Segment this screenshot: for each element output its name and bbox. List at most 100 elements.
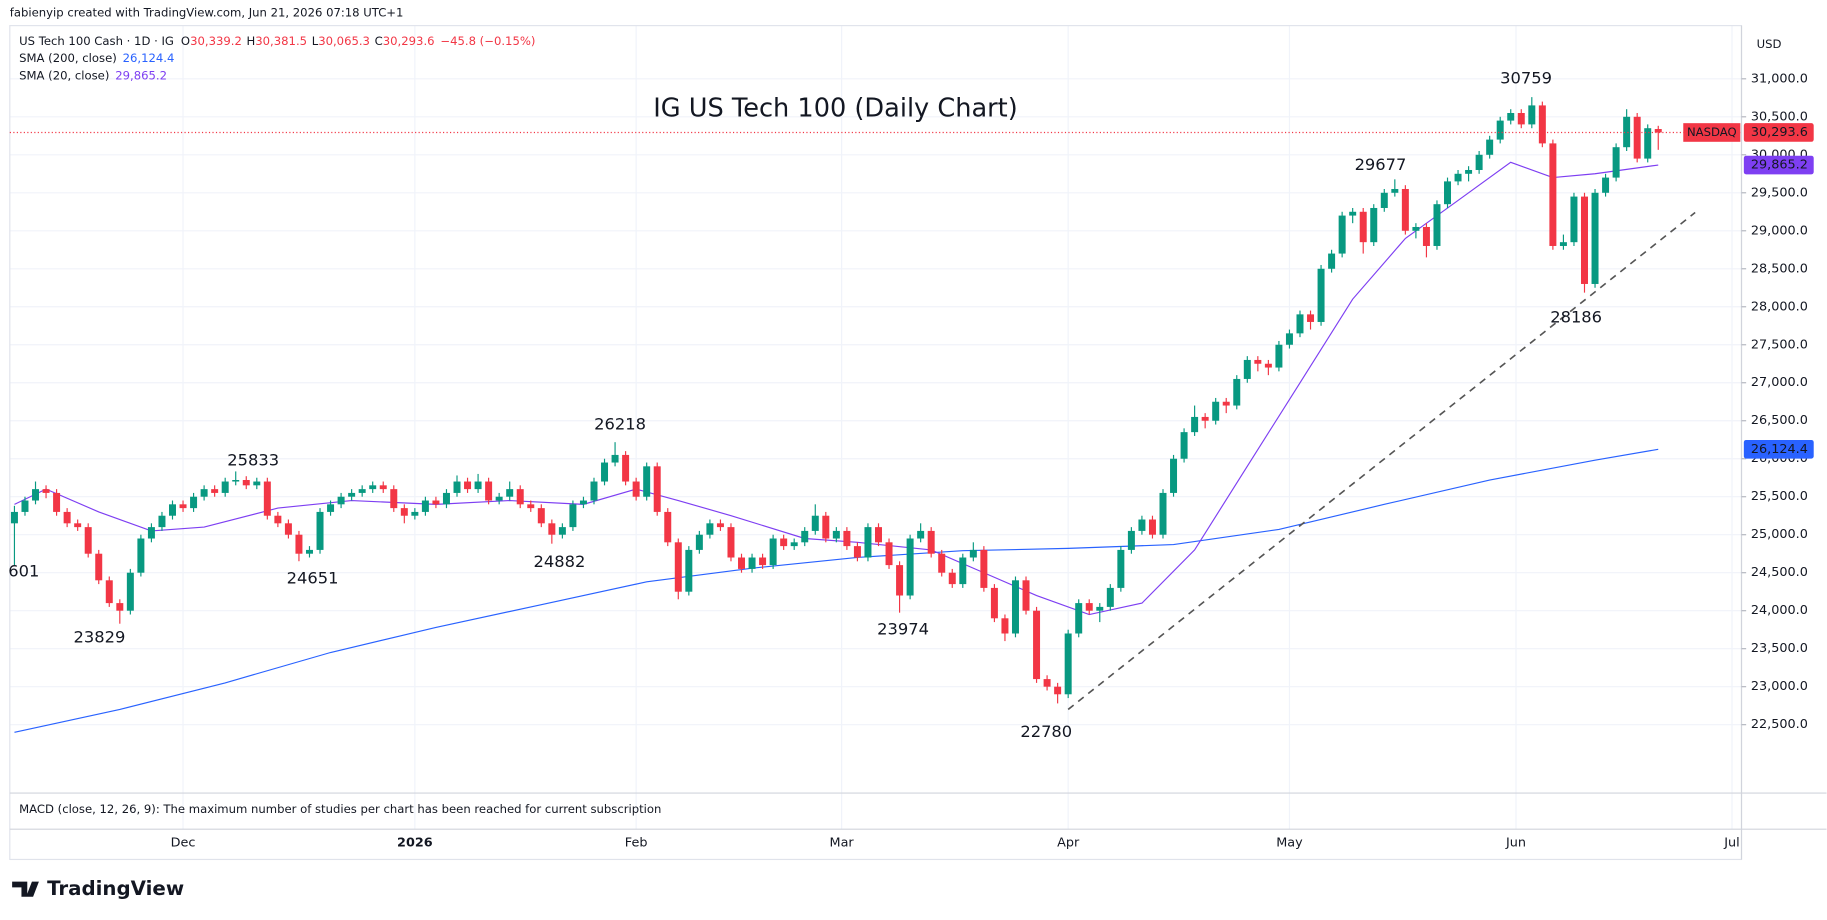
annotation: 29677 bbox=[1355, 155, 1407, 174]
y-tick-label: 28,000.0 bbox=[1751, 299, 1808, 314]
annotation: 24651 bbox=[287, 568, 339, 587]
x-tick-label: May bbox=[1276, 836, 1303, 851]
candle-body bbox=[1538, 105, 1546, 144]
ohlc-key: C bbox=[375, 33, 383, 47]
candle-body bbox=[1127, 530, 1135, 550]
price-badge-label: 29,865.2 bbox=[1751, 158, 1808, 173]
candle-body bbox=[126, 572, 134, 611]
candle-body bbox=[232, 480, 240, 482]
candle-body bbox=[1517, 113, 1525, 125]
candle-body bbox=[1581, 196, 1588, 284]
sma-name: SMA (200, close) bbox=[19, 51, 117, 65]
candle-body bbox=[917, 530, 925, 539]
annotation: 25833 bbox=[227, 451, 279, 470]
x-tick-label: Jun bbox=[1505, 836, 1526, 851]
candle-body bbox=[348, 492, 356, 497]
y-tick-label: 27,000.0 bbox=[1751, 375, 1808, 390]
candle-body bbox=[474, 481, 482, 490]
candle-body bbox=[548, 523, 556, 535]
candle-body bbox=[1412, 226, 1420, 231]
y-tick-label: 29,500.0 bbox=[1751, 185, 1808, 200]
candle-body bbox=[632, 481, 640, 497]
y-tick-label: 22,500.0 bbox=[1751, 717, 1808, 732]
y-tick-label: 25,000.0 bbox=[1751, 527, 1808, 542]
candle-body bbox=[1349, 211, 1357, 216]
candle-body bbox=[1391, 188, 1399, 193]
candle-body bbox=[464, 481, 472, 490]
price-badge bbox=[1743, 123, 1814, 142]
candle-body bbox=[379, 485, 387, 490]
candle-body bbox=[653, 466, 661, 512]
candle-body bbox=[295, 534, 303, 554]
candle-body bbox=[200, 489, 208, 497]
sma-value: 26,124.4 bbox=[123, 51, 175, 65]
candle-body bbox=[1528, 105, 1536, 125]
x-tick-label: Jul bbox=[1723, 836, 1739, 851]
x-tick-label: Apr bbox=[1057, 836, 1080, 851]
candle-body bbox=[1117, 549, 1125, 588]
plot: 22,500.0 23,000.0 23,500.0 24,000.0 24,500.0… bbox=[8, 69, 1814, 851]
candle-body bbox=[759, 557, 767, 566]
candle-body bbox=[84, 527, 92, 554]
candle-body bbox=[453, 481, 461, 493]
candle-body bbox=[21, 500, 29, 512]
candle-body bbox=[1275, 344, 1283, 368]
candle-body bbox=[674, 542, 682, 592]
candle-body bbox=[169, 504, 176, 516]
candle-body bbox=[1465, 169, 1473, 174]
change: −45.8 (−0.15%) bbox=[440, 33, 535, 47]
candle-body bbox=[790, 542, 798, 547]
candle-body bbox=[263, 481, 271, 516]
candle-body bbox=[274, 515, 282, 524]
candle-body bbox=[1570, 196, 1578, 243]
candle-body bbox=[506, 489, 514, 497]
candle-body bbox=[337, 496, 345, 505]
candle-body bbox=[643, 466, 651, 497]
candle-body bbox=[1043, 679, 1051, 687]
candle-body bbox=[811, 515, 819, 531]
candle-body bbox=[53, 492, 61, 512]
annotation: 24882 bbox=[534, 552, 586, 571]
candle-body bbox=[95, 553, 103, 581]
candle-body bbox=[527, 504, 535, 509]
candle-body bbox=[137, 538, 145, 573]
candle-body bbox=[105, 580, 113, 604]
candle-body bbox=[938, 553, 946, 573]
candle-body bbox=[1096, 606, 1104, 611]
candle-body bbox=[738, 557, 746, 569]
candle-body bbox=[1380, 192, 1388, 208]
candle-body bbox=[706, 523, 714, 535]
candle-body bbox=[253, 481, 261, 486]
candle-body bbox=[1654, 129, 1662, 133]
candle-body bbox=[1444, 181, 1452, 205]
ohlc-key: L bbox=[312, 33, 319, 47]
candle-body bbox=[390, 489, 398, 509]
candle-body bbox=[42, 489, 50, 493]
candle-body bbox=[1359, 211, 1367, 243]
candle-body bbox=[727, 527, 735, 558]
candle-body bbox=[1633, 116, 1641, 159]
candle-body bbox=[1285, 333, 1293, 345]
x-tick-label: Feb bbox=[625, 836, 648, 851]
candle-body bbox=[1222, 401, 1230, 406]
currency: USD bbox=[1757, 37, 1782, 51]
candle-body bbox=[927, 530, 935, 554]
candle-body bbox=[221, 481, 229, 493]
candle-body bbox=[179, 504, 187, 509]
annotation: 23974 bbox=[877, 620, 929, 639]
y-tick-label: 27,500.0 bbox=[1751, 337, 1808, 352]
candle-body bbox=[1370, 207, 1378, 243]
candle-body bbox=[622, 454, 630, 482]
ohlc-key: H bbox=[247, 33, 256, 47]
candle-body bbox=[495, 496, 503, 501]
candle-body bbox=[411, 511, 419, 516]
candle-body bbox=[980, 549, 988, 588]
y-tick-label: 23,000.0 bbox=[1751, 679, 1808, 694]
candle-body bbox=[1033, 610, 1041, 680]
chart-title: IG US Tech 100 (Daily Chart) bbox=[653, 93, 1018, 123]
candle-body bbox=[1433, 204, 1441, 246]
candle-body bbox=[358, 489, 366, 493]
candle-body bbox=[1549, 143, 1557, 246]
candle-body bbox=[716, 523, 724, 528]
ohlc-value: 30,065.3 bbox=[318, 33, 370, 47]
